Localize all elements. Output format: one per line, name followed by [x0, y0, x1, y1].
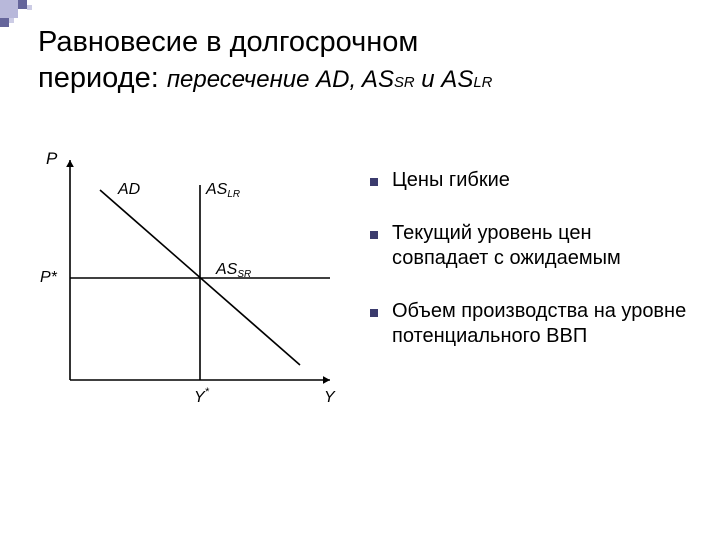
slide-title: Равновесие в долгосрочном периоде: перес…: [38, 24, 678, 97]
bullet-list: Цены гибкие Текущий уровень цен совпадает…: [370, 168, 690, 377]
slide: Равновесие в долгосрочном периоде: перес…: [0, 0, 720, 540]
svg-text:P*: P*: [40, 269, 58, 286]
bullet-item: Цены гибкие: [370, 168, 690, 193]
svg-text:P: P: [46, 149, 58, 168]
svg-text:Y: Y: [324, 389, 336, 406]
svg-text:Y*: Y*: [194, 386, 210, 406]
title-line1: Равновесие в долгосрочном: [38, 26, 418, 58]
title-line2-italic: пересечение AD, ASSR и ASLR: [167, 66, 493, 93]
svg-text:ASSR: ASSR: [215, 261, 251, 280]
svg-text:ASLR: ASLR: [205, 181, 240, 200]
svg-text:AD: AD: [117, 181, 141, 198]
corner-decoration: [0, 0, 40, 32]
title-line2-plain: периоде:: [38, 62, 167, 94]
bullet-item: Объем производства на уровне потенциальн…: [370, 299, 690, 349]
ad-as-diagram: P AD ASLR P* ASSR Y* Y: [40, 150, 340, 430]
bullet-item: Текущий уровень цен совпадает с ожидаемы…: [370, 221, 690, 271]
